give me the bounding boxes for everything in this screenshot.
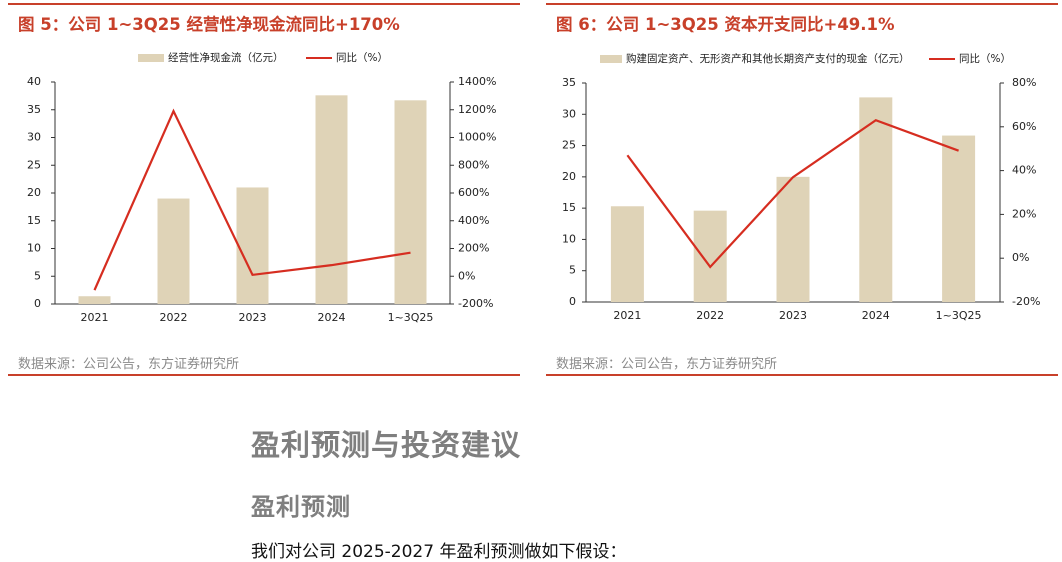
x-tick-label: 2023 — [779, 309, 807, 322]
chart-source-note: 数据来源：公司公告，东方证券研究所 — [556, 353, 777, 372]
panel-bottom-rule — [8, 374, 520, 376]
bar — [942, 136, 975, 302]
x-tick-label: 2024 — [318, 311, 346, 324]
bar — [611, 206, 644, 302]
y-left-tick-label: 0 — [34, 297, 41, 310]
y-left-tick-label: 25 — [562, 139, 576, 152]
legend-label-bar: 购建固定资产、无形资产和其他长期资产支付的现金（亿元） — [626, 52, 910, 65]
chart-source-note: 数据来源：公司公告，东方证券研究所 — [18, 353, 239, 372]
y-right-tick-label: 600% — [458, 186, 489, 199]
y-right-tick-label: 20% — [1012, 207, 1036, 220]
y-left-tick-label: 15 — [27, 214, 41, 227]
y-left-tick-label: 20 — [27, 186, 41, 199]
y-right-tick-label: 60% — [1012, 120, 1036, 133]
chart-operating-cash-flow: 经营性净现金流（亿元） 同比（%） 0 5 10 15 20 25 30 35 40 -200% 0% 2… — [8, 0, 520, 345]
legend-swatch-bar — [600, 55, 622, 63]
section-heading: 盈利预测与投资建议 — [251, 422, 521, 464]
x-tick-label: 2023 — [239, 311, 267, 324]
x-tick-label: 2024 — [862, 309, 890, 322]
y-right-tick-label: 800% — [458, 158, 489, 171]
bar — [777, 177, 810, 302]
bar — [395, 100, 427, 304]
y-left-tick-label: 20 — [562, 170, 576, 183]
chart-legend: 经营性净现金流（亿元） 同比（%） — [138, 51, 388, 64]
body-paragraph: 我们对公司 2025-2027 年盈利预测做如下假设： — [251, 537, 626, 562]
y-left-tick-label: 5 — [569, 264, 576, 277]
y-right-tick-label: 1000% — [458, 131, 496, 144]
x-tick-label: 2021 — [613, 309, 641, 322]
y-left-tick-label: 0 — [569, 295, 576, 308]
subsection-heading: 盈利预测 — [251, 487, 351, 522]
x-tick-label: 2022 — [160, 311, 188, 324]
bar — [694, 211, 727, 302]
x-tick-label: 2022 — [696, 309, 724, 322]
y-right-tick-label: 40% — [1012, 164, 1036, 177]
bar — [79, 296, 111, 304]
y-left-tick-label: 25 — [27, 158, 41, 171]
bar — [316, 95, 348, 304]
y-right-tick-label: 1200% — [458, 103, 496, 116]
y-right-tick-label: 1400% — [458, 75, 496, 88]
y-left-tick-label: 35 — [562, 76, 576, 89]
legend-label-line: 同比（%） — [959, 52, 1011, 65]
legend-swatch-bar — [138, 54, 164, 62]
y-left-tick-label: 5 — [34, 269, 41, 282]
bar — [237, 187, 269, 304]
y-right-tick-label: 80% — [1012, 76, 1036, 89]
y-left-tick-label: 40 — [27, 75, 41, 88]
y-right-tick-label: 200% — [458, 242, 489, 255]
y-left-tick-label: 30 — [562, 107, 576, 120]
x-tick-label: 1~3Q25 — [936, 309, 982, 322]
chart-panel-operating-cash-flow: 图 5：公司 1~3Q25 经营性净现金流同比+170% 经营性净现金流（亿元）… — [8, 0, 520, 380]
y-right-tick-label: -200% — [458, 297, 493, 310]
bar — [158, 199, 190, 304]
y-left-tick-label: 30 — [27, 131, 41, 144]
legend-label-line: 同比（%） — [336, 51, 388, 64]
y-left-tick-label: 15 — [562, 201, 576, 214]
chart-legend: 购建固定资产、无形资产和其他长期资产支付的现金（亿元） 同比（%） — [600, 52, 1011, 65]
y-right-tick-label: 0% — [1012, 251, 1029, 264]
x-tick-label: 2021 — [81, 311, 109, 324]
x-tick-label: 1~3Q25 — [388, 311, 434, 324]
chart-capex: 购建固定资产、无形资产和其他长期资产支付的现金（亿元） 同比（%） 0 5 10 15 20… — [546, 0, 1058, 345]
y-left-tick-label: 10 — [562, 232, 576, 245]
legend-label-bar: 经营性净现金流（亿元） — [168, 51, 284, 64]
y-right-tick-label: 0% — [458, 269, 475, 282]
panel-bottom-rule — [546, 374, 1058, 376]
y-left-tick-label: 10 — [27, 242, 41, 255]
chart-panel-capex: 图 6：公司 1~3Q25 资本开支同比+49.1% 购建固定资产、无形资产和其… — [546, 0, 1058, 380]
y-right-tick-label: 400% — [458, 214, 489, 227]
y-left-tick-label: 35 — [27, 103, 41, 116]
y-right-tick-label: -20% — [1012, 295, 1040, 308]
